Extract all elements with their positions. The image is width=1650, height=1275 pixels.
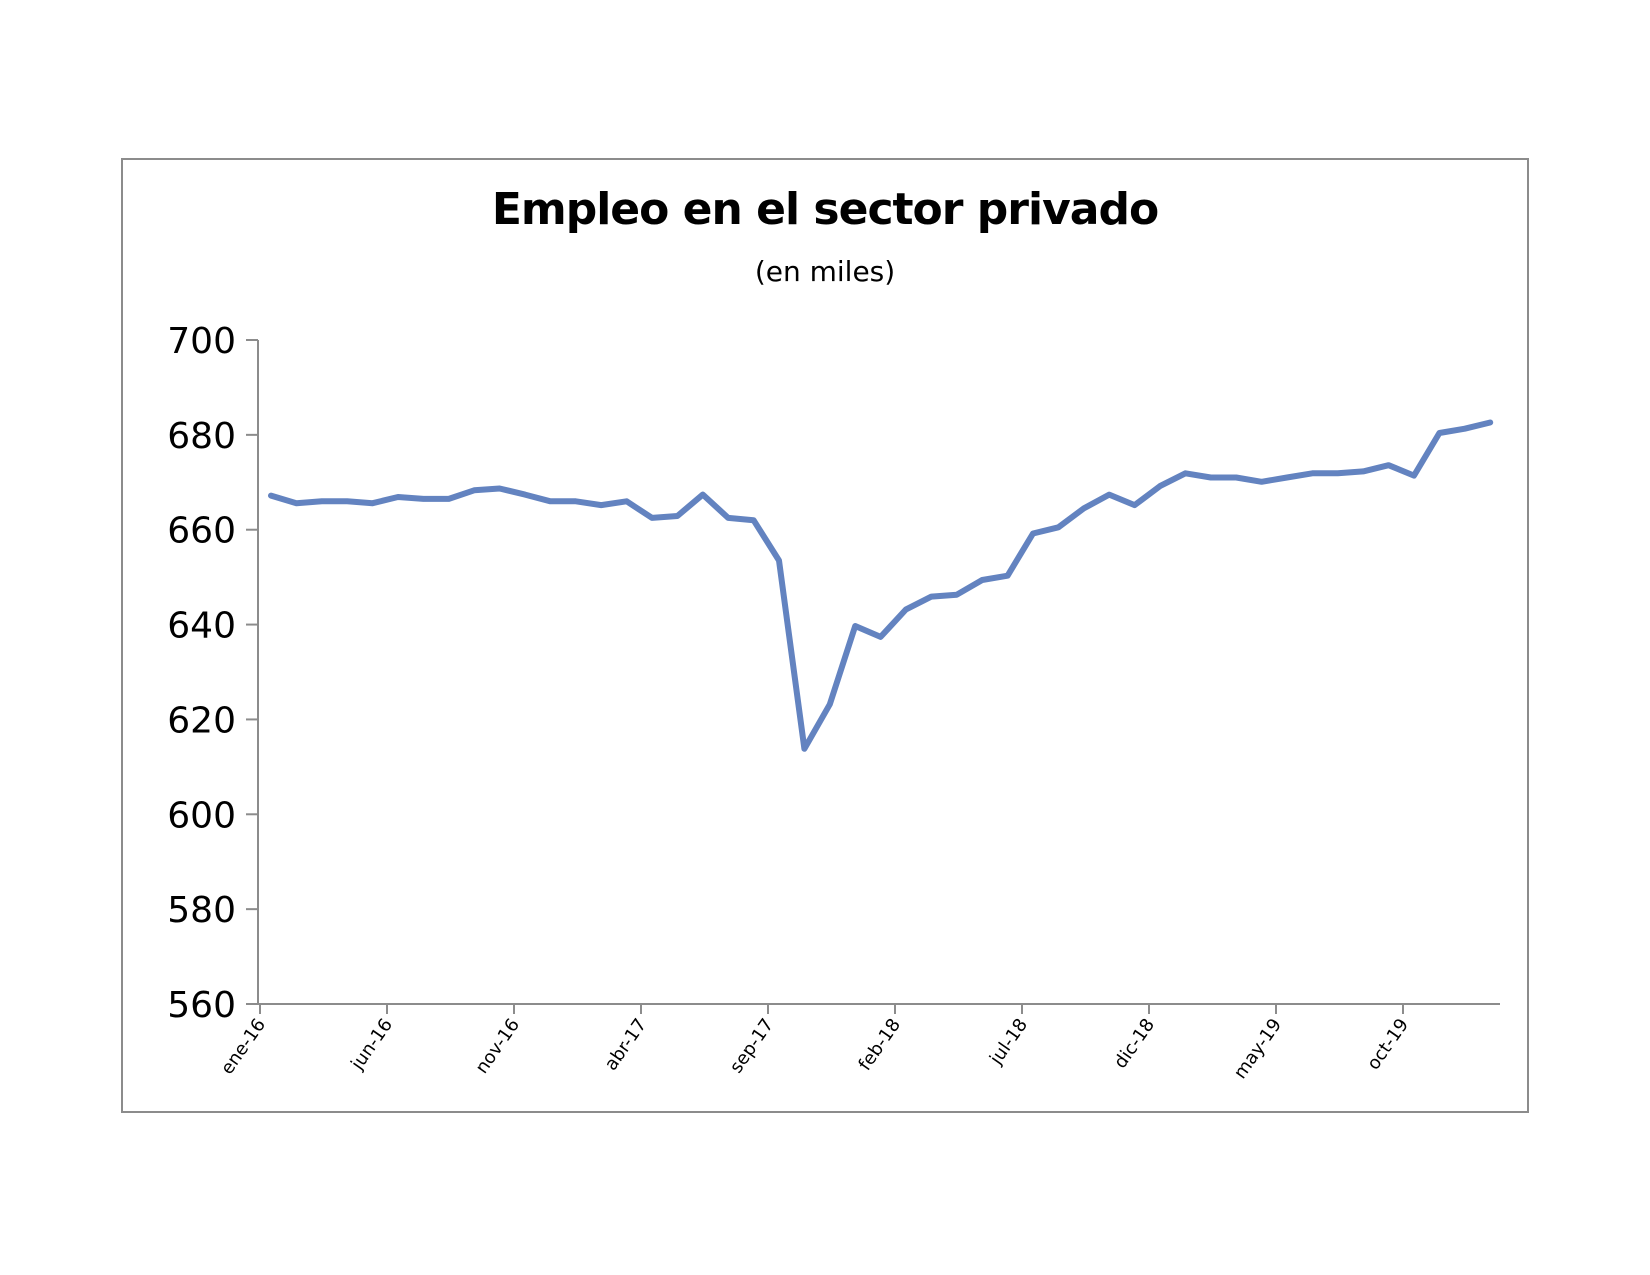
x-tick-label: abr-17 <box>601 1015 652 1075</box>
data-point <box>370 500 376 506</box>
x-tick-label: dic-18 <box>1110 1015 1159 1073</box>
chart-subtitle: (en miles) <box>754 255 896 288</box>
data-point <box>1005 573 1011 579</box>
data-point <box>1309 470 1315 476</box>
data-point <box>1462 426 1468 432</box>
chart-axes <box>257 340 1500 1005</box>
data-point <box>522 492 528 498</box>
data-point <box>1335 470 1341 476</box>
data-point <box>344 498 350 504</box>
y-tick-label: 700 <box>167 321 236 362</box>
x-tick-label: feb-18 <box>854 1015 905 1075</box>
data-point <box>1411 473 1417 479</box>
series-layer <box>268 419 1494 752</box>
data-point <box>1284 475 1290 481</box>
data-point <box>751 517 757 523</box>
data-point <box>827 701 833 707</box>
data-point <box>1386 462 1392 468</box>
y-tick-label: 680 <box>167 416 236 457</box>
y-tick-label: 560 <box>167 985 236 1026</box>
data-point <box>1132 502 1138 508</box>
y-tick-label: 620 <box>167 700 236 741</box>
chart-frame <box>121 158 1529 1113</box>
data-point <box>700 492 706 498</box>
data-point <box>319 498 325 504</box>
x-tick-label: oct-19 <box>1363 1015 1413 1074</box>
data-point <box>801 746 807 752</box>
y-axis: 560 580 600 620 640 660 680 700 <box>167 321 258 1026</box>
data-point <box>1030 531 1036 537</box>
data-point <box>420 496 426 502</box>
data-point <box>471 487 477 493</box>
data-point <box>497 485 503 491</box>
series-line <box>268 419 1494 752</box>
data-point <box>649 515 655 521</box>
y-tick-label: 600 <box>167 795 236 836</box>
chart-title: Empleo en el sector privado <box>491 184 1159 235</box>
data-point <box>1055 524 1061 530</box>
y-tick-label: 660 <box>167 511 236 552</box>
x-axis: ene-16 jun-16 nov-16 abr-17 sep-17 feb-18 jul-… <box>217 1004 1413 1083</box>
data-point <box>674 513 680 519</box>
data-point <box>1436 430 1442 436</box>
data-point <box>573 498 579 504</box>
data-point <box>1182 470 1188 476</box>
x-tick-label: jul-18 <box>985 1015 1032 1069</box>
x-tick-label: jun-16 <box>347 1015 398 1075</box>
data-point <box>928 594 934 600</box>
data-point <box>878 634 884 640</box>
data-point <box>1157 483 1163 489</box>
x-tick-label: may-19 <box>1230 1015 1286 1083</box>
data-point <box>1360 468 1366 474</box>
data-point <box>725 515 731 521</box>
data-point <box>446 496 452 502</box>
data-point <box>1208 475 1214 481</box>
data-point <box>1259 479 1265 485</box>
data-point <box>395 494 401 500</box>
data-point <box>979 577 985 583</box>
data-point <box>954 592 960 598</box>
data-point <box>1487 420 1493 426</box>
data-point <box>547 498 553 504</box>
y-tick-label: 640 <box>167 606 236 647</box>
data-point <box>1081 505 1087 511</box>
data-point <box>624 498 630 504</box>
y-tick-label: 580 <box>167 890 236 931</box>
data-point <box>852 623 858 629</box>
data-point <box>268 493 274 499</box>
x-tick-label: nov-16 <box>471 1015 524 1078</box>
data-point <box>776 558 782 564</box>
data-point <box>1106 492 1112 498</box>
data-point <box>293 500 299 506</box>
x-tick-label: sep-17 <box>726 1015 778 1077</box>
data-point <box>1233 475 1239 481</box>
data-point <box>903 606 909 612</box>
data-point <box>598 502 604 508</box>
